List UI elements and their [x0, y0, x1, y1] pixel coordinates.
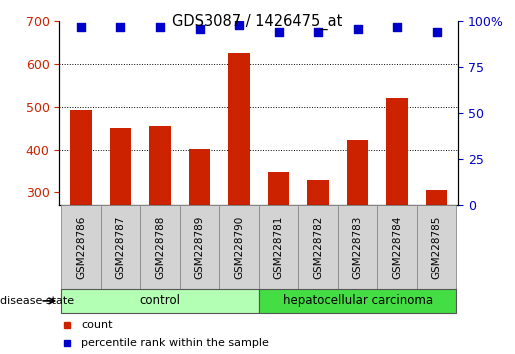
Bar — [377, 205, 417, 289]
Text: GSM228790: GSM228790 — [234, 215, 244, 279]
Text: disease state: disease state — [0, 296, 74, 306]
Bar — [268, 172, 289, 205]
Bar — [61, 205, 101, 289]
Bar — [140, 205, 180, 289]
Text: GSM228784: GSM228784 — [392, 215, 402, 279]
Point — [77, 24, 85, 30]
Point — [353, 26, 362, 32]
Bar — [180, 205, 219, 289]
Point — [195, 26, 203, 32]
Bar — [228, 53, 250, 205]
Bar — [259, 289, 456, 313]
Text: GSM228789: GSM228789 — [195, 215, 204, 279]
Point — [156, 24, 164, 30]
Text: GSM228785: GSM228785 — [432, 215, 442, 279]
Bar — [338, 205, 377, 289]
Bar — [347, 140, 368, 205]
Bar — [307, 181, 329, 205]
Bar — [298, 205, 338, 289]
Text: GSM228782: GSM228782 — [313, 215, 323, 279]
Text: GSM228786: GSM228786 — [76, 215, 86, 279]
Point — [116, 24, 125, 30]
Text: hepatocellular carcinoma: hepatocellular carcinoma — [283, 295, 433, 307]
Bar — [70, 110, 92, 205]
Text: GSM228781: GSM228781 — [273, 215, 284, 279]
Bar — [219, 205, 259, 289]
Point — [433, 29, 441, 35]
Bar — [188, 149, 211, 205]
Text: control: control — [140, 295, 180, 307]
Bar — [110, 128, 131, 205]
Point — [274, 29, 283, 35]
Text: GSM228788: GSM228788 — [155, 215, 165, 279]
Text: GSM228787: GSM228787 — [115, 215, 126, 279]
Point — [314, 29, 322, 35]
Text: percentile rank within the sample: percentile rank within the sample — [81, 338, 269, 348]
Bar — [101, 205, 140, 289]
Bar — [426, 190, 448, 205]
Bar — [259, 205, 298, 289]
Point — [235, 22, 243, 28]
Bar — [386, 98, 408, 205]
Bar — [61, 289, 259, 313]
Point — [393, 24, 401, 30]
Text: GSM228783: GSM228783 — [353, 215, 363, 279]
Text: GDS3087 / 1426475_at: GDS3087 / 1426475_at — [173, 14, 342, 30]
Text: count: count — [81, 320, 113, 330]
Bar — [417, 205, 456, 289]
Bar — [149, 126, 171, 205]
